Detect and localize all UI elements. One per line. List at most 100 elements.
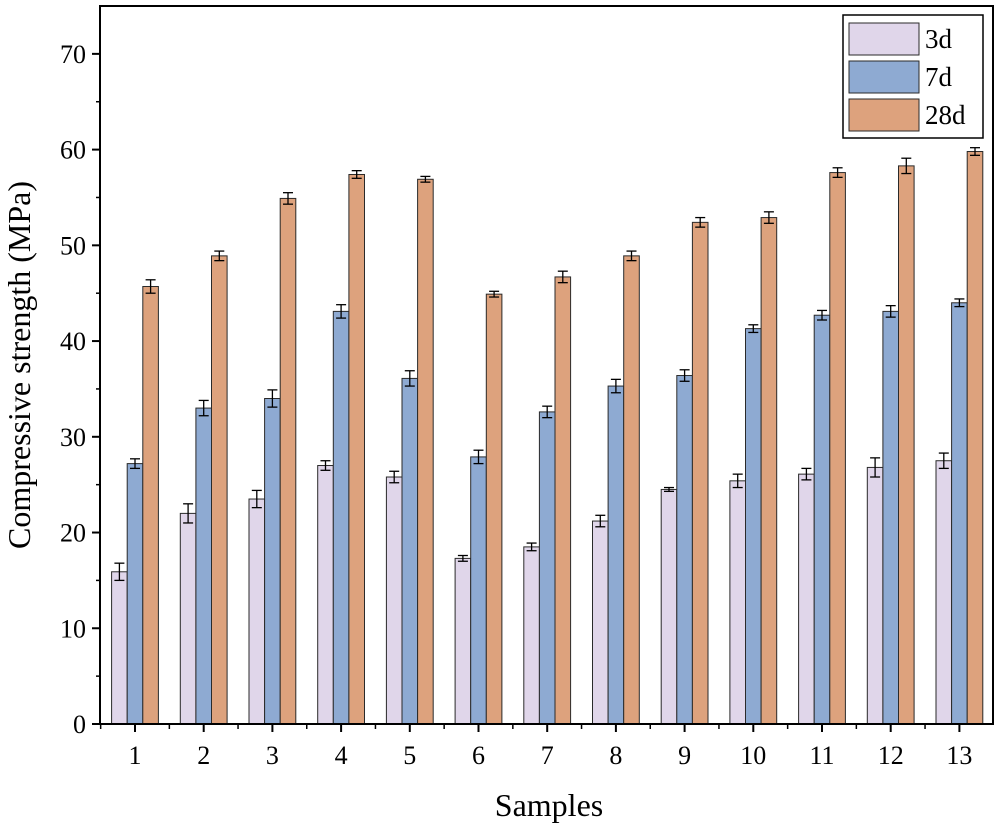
error-bar-28d-sample-1 [145, 279, 156, 294]
error-bar-7d-sample-7 [542, 405, 553, 419]
error-bar-3d-sample-10 [732, 473, 743, 489]
bar-3d-sample-9 [660, 488, 678, 725]
error-bar-3d-sample-11 [801, 467, 812, 481]
error-bar-3d-sample-6 [457, 554, 468, 562]
bar-3d-sample-6 [454, 557, 472, 725]
bar-3d-sample-4 [317, 465, 334, 725]
bar-3d-sample-3 [248, 498, 266, 725]
bar-7d-sample-8 [607, 385, 625, 725]
error-bar-7d-sample-2 [198, 399, 209, 417]
error-bar-7d-sample-1 [130, 458, 140, 470]
error-bars-layer [114, 147, 980, 582]
bar-7d-sample-10 [745, 328, 762, 725]
x-tick-label-11: 11 [809, 741, 834, 770]
y-tick-label-10: 10 [60, 614, 86, 643]
bar-3d-sample-13 [935, 460, 953, 725]
bar-28d-sample-12 [898, 165, 915, 725]
error-bar-7d-sample-4 [336, 304, 347, 319]
error-bar-7d-sample-8 [610, 378, 621, 394]
bars-layer [111, 151, 984, 725]
legend-label-3d: 3d [925, 24, 953, 54]
error-bar-28d-sample-11 [832, 167, 843, 179]
legend-swatch-7d [848, 60, 920, 94]
bar-28d-sample-5 [417, 178, 434, 725]
error-bar-28d-sample-13 [970, 147, 980, 156]
bar-3d-sample-8 [592, 520, 609, 725]
error-bar-28d-sample-10 [763, 211, 774, 224]
bar-7d-sample-11 [813, 314, 831, 725]
bar-28d-sample-13 [966, 151, 984, 725]
y-tick-label-40: 40 [60, 327, 86, 356]
bar-28d-sample-1 [142, 285, 159, 725]
bar-7d-sample-13 [951, 302, 968, 725]
bar-7d-sample-7 [538, 411, 556, 725]
error-bar-3d-sample-12 [870, 457, 881, 478]
error-bar-28d-sample-7 [557, 270, 568, 284]
y-tick-label-50: 50 [60, 231, 86, 260]
y-tick-label-30: 30 [60, 423, 86, 452]
bar-7d-sample-4 [332, 310, 350, 725]
x-tick-label-10: 10 [740, 741, 766, 770]
legend-label-7d: 7d [925, 62, 953, 92]
bar-28d-sample-3 [279, 197, 297, 725]
error-bar-3d-sample-5 [389, 470, 400, 484]
error-bar-28d-sample-12 [901, 157, 912, 175]
x-axis-title: Samples [495, 787, 603, 823]
bar-3d-sample-5 [385, 476, 403, 725]
bar-7d-sample-12 [882, 310, 900, 725]
bar-28d-sample-7 [554, 276, 572, 725]
error-bar-3d-sample-8 [595, 514, 606, 528]
bar-28d-sample-4 [348, 173, 365, 725]
x-tick-label-1: 1 [129, 741, 142, 770]
bar-28d-sample-9 [691, 221, 709, 725]
x-tick-label-13: 13 [946, 741, 972, 770]
x-tick-label-6: 6 [472, 741, 485, 770]
error-bar-28d-sample-9 [695, 216, 706, 228]
bar-7d-sample-6 [470, 456, 487, 725]
y-tick-label-0: 0 [73, 710, 86, 739]
bar-28d-sample-8 [623, 255, 640, 725]
error-bar-3d-sample-1 [114, 562, 125, 582]
error-bar-7d-sample-9 [679, 369, 690, 382]
error-bar-3d-sample-7 [526, 542, 537, 552]
bar-7d-sample-1 [126, 463, 144, 725]
bar-3d-sample-2 [179, 512, 197, 725]
legend-swatch-3d [848, 22, 920, 56]
x-tick-label-4: 4 [335, 741, 348, 770]
y-tick-label-20: 20 [60, 519, 86, 548]
error-bar-7d-sample-6 [473, 449, 484, 465]
bar-28d-sample-2 [211, 255, 228, 725]
legend-swatch-28d [848, 98, 920, 132]
bar-3d-sample-10 [729, 480, 747, 725]
error-bar-7d-sample-13 [954, 298, 965, 308]
x-tick-label-12: 12 [878, 741, 904, 770]
bar-3d-sample-12 [866, 466, 884, 725]
error-bar-3d-sample-4 [320, 460, 331, 471]
bar-7d-sample-9 [676, 375, 693, 725]
x-tick-label-2: 2 [197, 741, 210, 770]
bar-28d-sample-11 [829, 172, 846, 725]
legend: 3d 7d 28d [842, 14, 984, 139]
x-tick-label-3: 3 [266, 741, 279, 770]
error-bar-28d-sample-6 [489, 290, 500, 298]
error-bar-3d-sample-13 [938, 452, 949, 470]
y-tick-label-70: 70 [60, 40, 86, 69]
error-bar-28d-sample-4 [351, 170, 362, 179]
x-tick-label-8: 8 [609, 741, 622, 770]
error-bar-7d-sample-11 [817, 309, 827, 321]
error-bar-3d-sample-3 [251, 489, 262, 509]
error-bar-3d-sample-2 [183, 503, 194, 524]
bar-3d-sample-1 [111, 571, 128, 725]
error-bar-28d-sample-2 [214, 250, 225, 262]
x-tick-label-7: 7 [541, 741, 554, 770]
bar-7d-sample-5 [401, 377, 419, 725]
bar-7d-sample-2 [195, 407, 212, 725]
error-bar-7d-sample-3 [267, 389, 278, 408]
y-tick-label-60: 60 [60, 136, 86, 165]
x-tick-label-9: 9 [678, 741, 691, 770]
error-bar-28d-sample-3 [283, 192, 293, 205]
error-bar-28d-sample-5 [420, 175, 431, 183]
bar-7d-sample-3 [264, 398, 281, 725]
